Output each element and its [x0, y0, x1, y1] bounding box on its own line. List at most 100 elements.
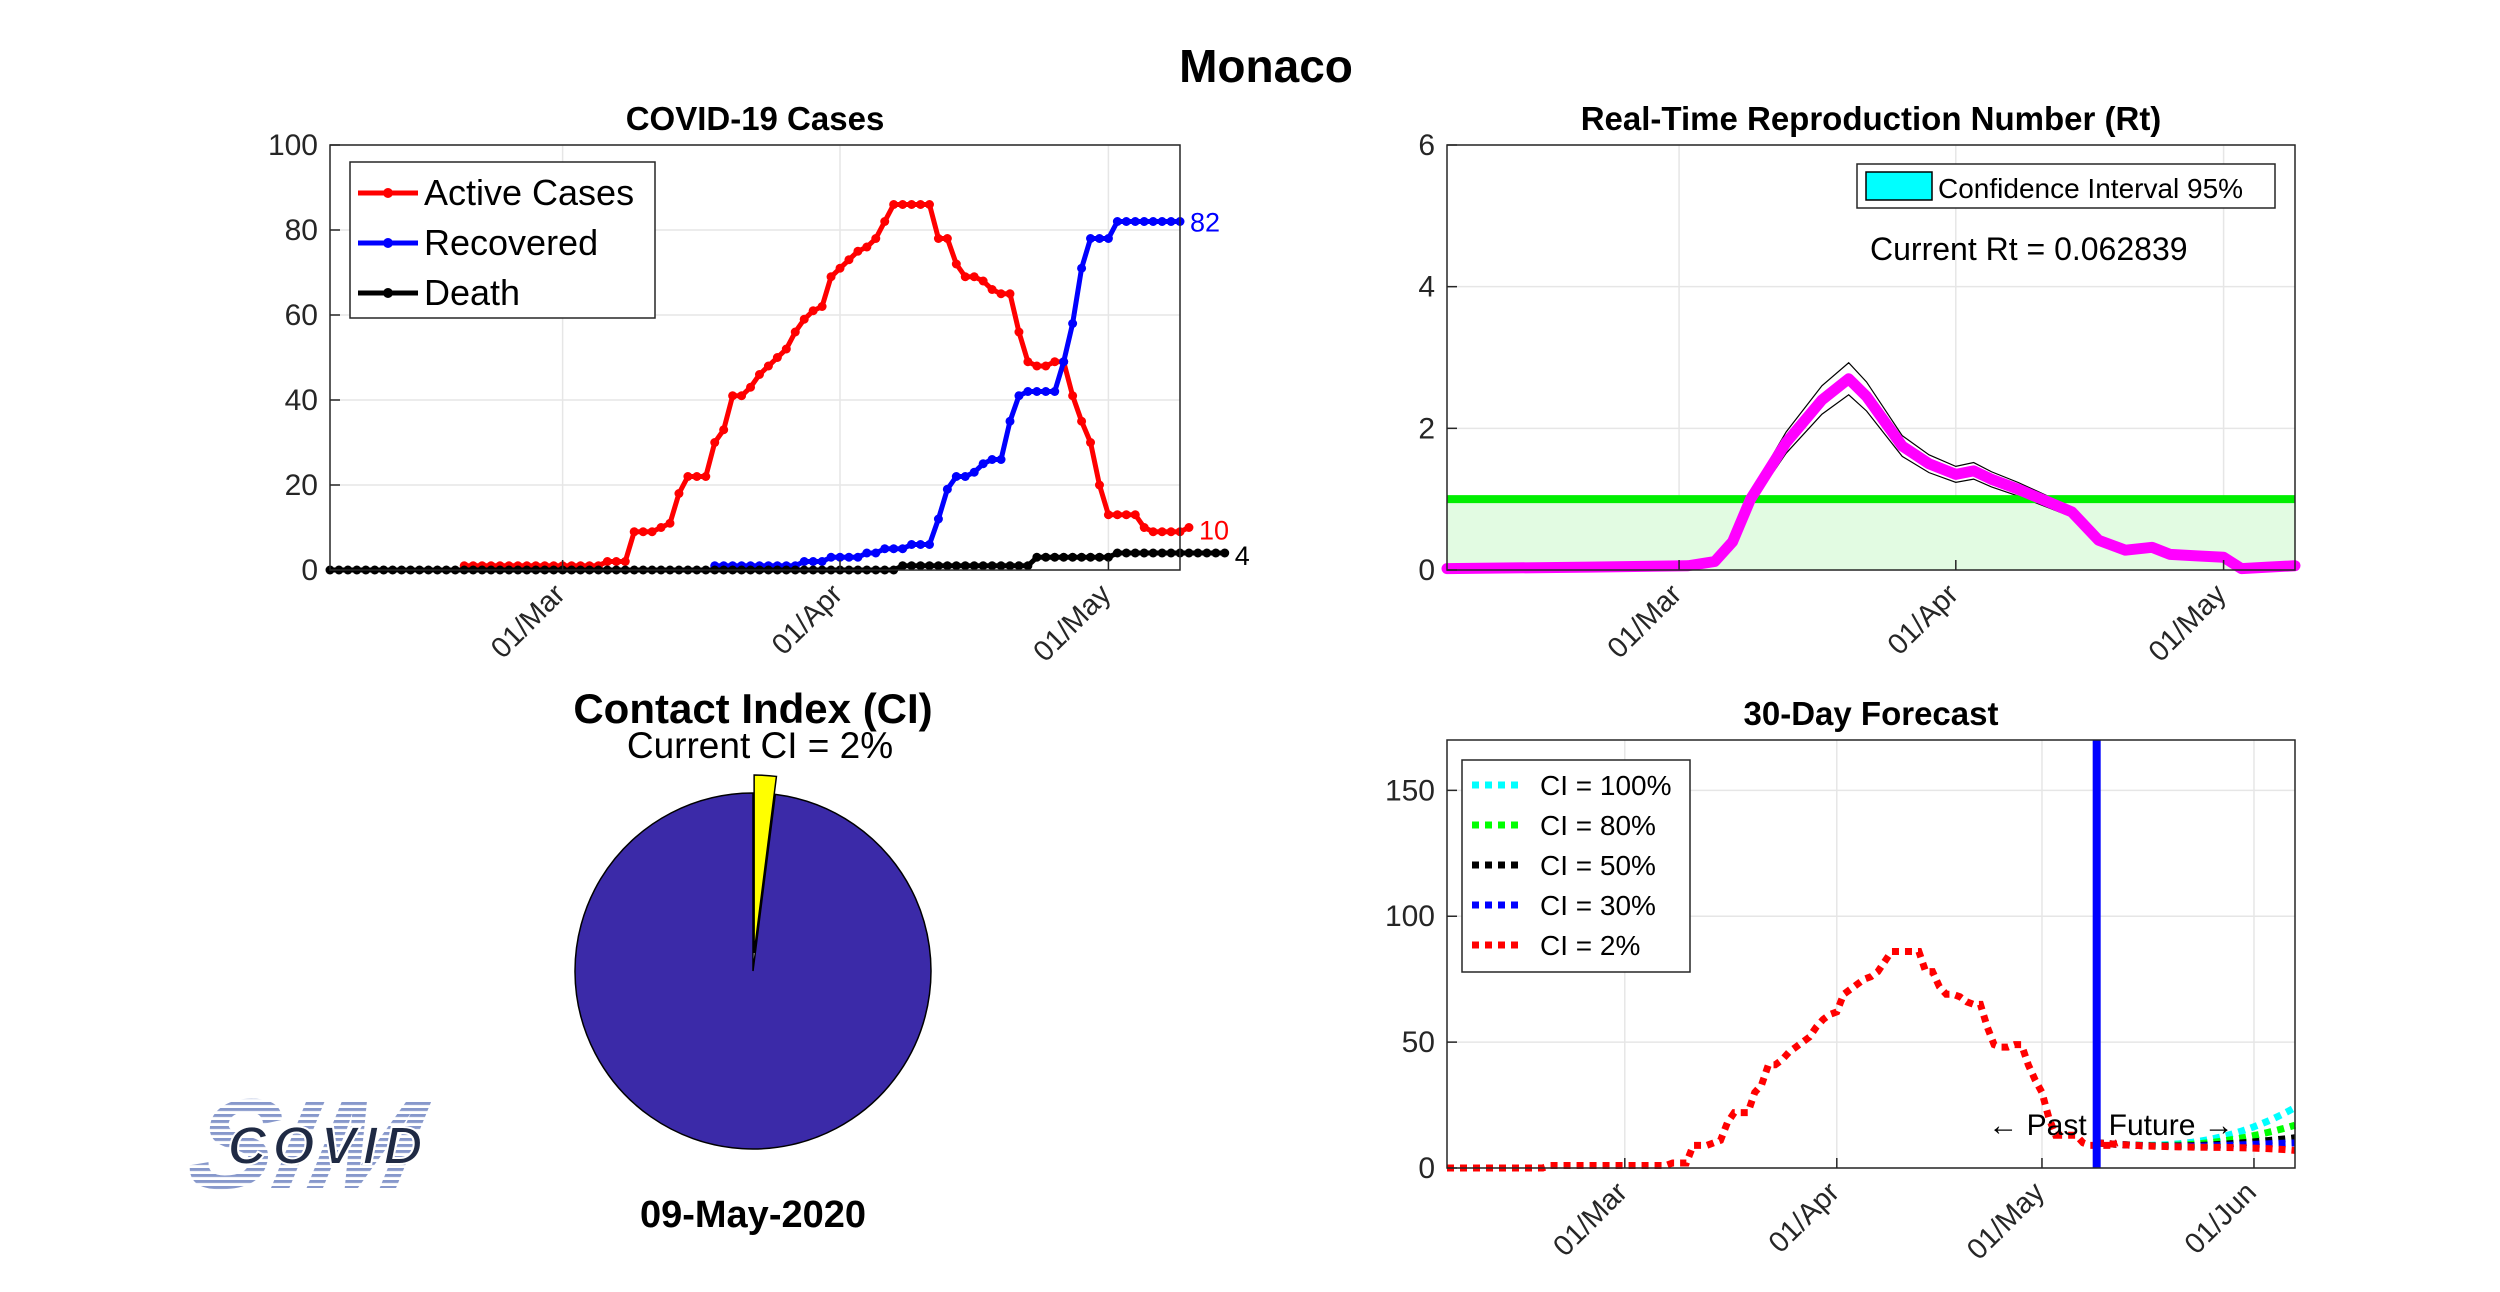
data-point: [638, 527, 648, 537]
y-tick-label: 0: [1418, 1152, 1435, 1185]
data-point: [987, 285, 997, 294]
legend: Active Cases Recovered Death: [349, 161, 656, 319]
legend-swatch: [1865, 171, 1933, 201]
data-point: [844, 552, 854, 562]
data-point: [1157, 217, 1167, 226]
data-point: [1112, 510, 1122, 520]
end-value-label: 10: [1199, 516, 1229, 546]
contact-index-pie: Contact Index (CI)Current CI = 2%: [573, 685, 933, 1150]
x-tick-label: 01/Mar: [1547, 1176, 1634, 1263]
data-point: [1014, 391, 1024, 401]
data-point: [1130, 548, 1140, 558]
data-point: [844, 255, 854, 265]
history-line: [1447, 947, 2119, 1172]
chart-title: Contact Index (CI): [573, 685, 932, 732]
data-point: [916, 200, 926, 209]
x-tick-label: 01/May: [1961, 1176, 2051, 1266]
data-point: [1005, 289, 1015, 299]
legend-marker: [383, 288, 393, 298]
data-point: [799, 557, 809, 566]
data-point: [996, 455, 1006, 464]
data-point: [898, 200, 908, 209]
data-point: [1005, 416, 1015, 426]
data-point: [889, 200, 899, 209]
data-point: [1068, 319, 1078, 328]
data-point: [853, 552, 863, 562]
data-point: [862, 548, 872, 558]
country-title: Monaco: [1179, 40, 1353, 92]
y-tick-label: 40: [285, 384, 318, 417]
data-point: [763, 361, 773, 371]
pie-slice: [753, 774, 778, 954]
data-point: [772, 353, 782, 362]
legend-label: CI = 80%: [1540, 810, 1656, 841]
data-point: [1023, 387, 1033, 396]
data-point: [960, 472, 970, 481]
rt-chart: 0 2 4 6 01/Mar 01/Apr 01/May Real-Time Reproduc…: [1418, 100, 2301, 668]
data-point: [933, 514, 943, 524]
data-point: [1130, 510, 1140, 520]
pie-slice: [574, 792, 932, 1150]
x-tick-label: 01/Apr: [766, 578, 849, 661]
data-point: [924, 561, 934, 571]
data-point: [960, 561, 970, 571]
data-point: [1005, 561, 1015, 571]
data-point: [951, 259, 961, 269]
data-point: [1139, 548, 1149, 558]
data-point: [1059, 552, 1069, 562]
y-tick-label: 2: [1418, 412, 1435, 445]
data-point: [1086, 438, 1096, 447]
y-tick-label: 0: [301, 554, 318, 587]
x-tick-label: 01/Mar: [485, 578, 572, 665]
data-point: [862, 242, 872, 252]
data-point: [907, 540, 917, 549]
x-tick-label: 01/Jun: [2179, 1176, 2263, 1260]
y-tick-label: 60: [285, 299, 318, 332]
data-point: [978, 561, 988, 571]
data-point: [1086, 234, 1096, 243]
data-point: [1166, 527, 1176, 537]
legend-label: Confidence Interval 95%: [1938, 173, 2243, 204]
data-point: [1121, 217, 1131, 226]
data-point: [1112, 217, 1122, 226]
data-point: [746, 382, 756, 392]
x-tick-label: 01/May: [2143, 578, 2233, 668]
data-point: [1077, 263, 1087, 273]
chart-subtitle: Current CI = 2%: [627, 725, 893, 766]
data-point: [1032, 387, 1042, 396]
data-point: [1068, 391, 1078, 401]
chart-title: COVID-19 Cases: [626, 100, 885, 137]
data-point: [1220, 548, 1230, 558]
data-point: [1041, 552, 1051, 562]
legend-marker: [383, 238, 393, 248]
data-point: [871, 234, 881, 243]
current-rt-label: Current Rt = 0.062839: [1870, 231, 2188, 267]
data-point: [1112, 548, 1122, 558]
data-point: [1148, 548, 1158, 558]
threshold-fill: [1447, 499, 2295, 570]
data-point: [969, 272, 979, 282]
data-point: [1050, 357, 1060, 367]
data-point: [1041, 361, 1051, 371]
x-tick-label: 01/Apr: [1882, 578, 1965, 661]
axes-box: [1446, 144, 2296, 571]
cases-chart: 0 20 40 60 80 100 01/Mar 01/Apr 01/May COVID-19 C…: [268, 100, 1250, 668]
data-point: [951, 472, 961, 481]
chart-title: 30-Day Forecast: [1744, 695, 1999, 732]
data-point: [835, 552, 845, 562]
x-tick-label: 01/Apr: [1763, 1176, 1846, 1259]
data-point: [1032, 552, 1042, 562]
data-point: [647, 527, 657, 537]
data-point: [656, 523, 666, 532]
legend-label: CI = 2%: [1540, 930, 1640, 961]
legend-marker: [383, 188, 393, 198]
data-point: [683, 472, 693, 481]
data-point: [1094, 234, 1104, 243]
data-point: [799, 314, 809, 324]
data-point: [817, 557, 827, 566]
data-point: [1148, 217, 1158, 226]
data-point: [1184, 548, 1194, 558]
y-tick-label: 4: [1418, 271, 1435, 304]
data-point: [880, 544, 890, 554]
